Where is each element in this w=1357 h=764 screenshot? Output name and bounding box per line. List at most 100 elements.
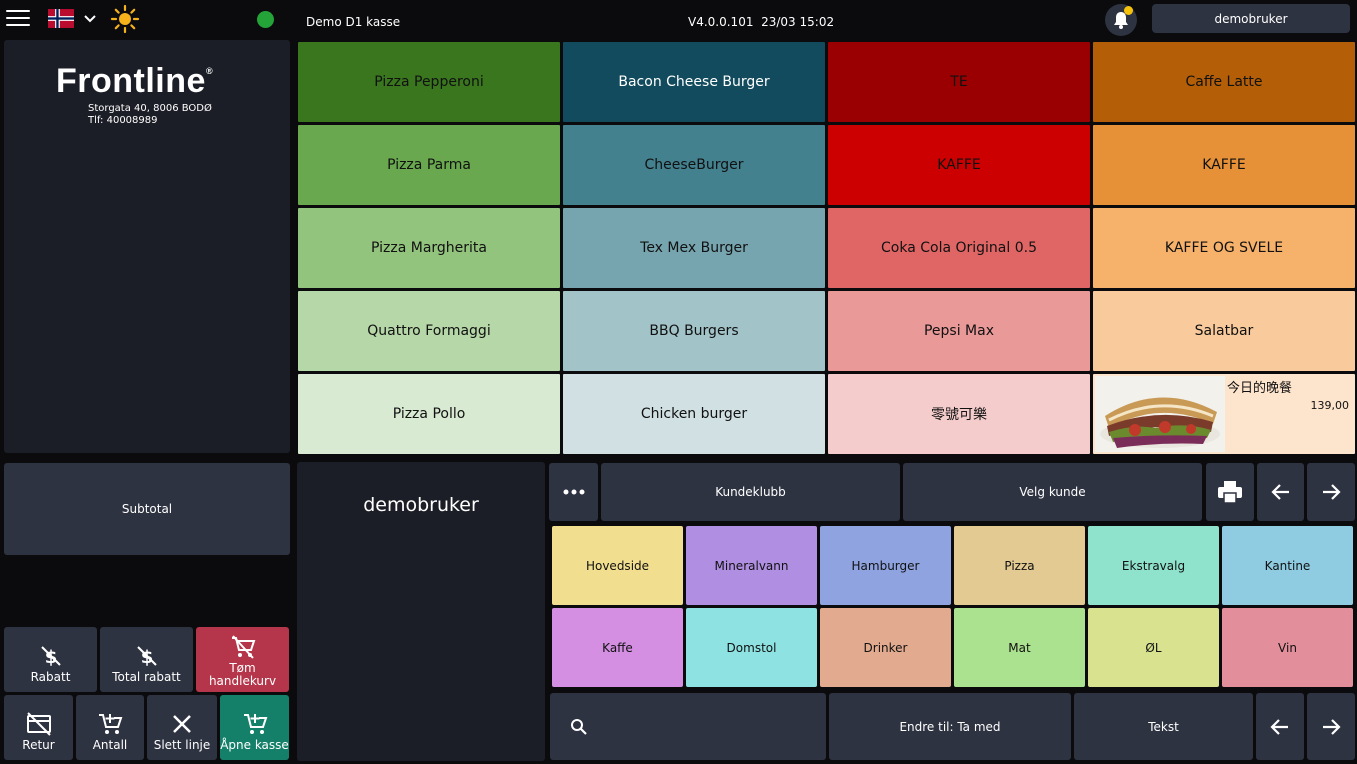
category-tile[interactable]: Vin <box>1222 608 1353 687</box>
norway-flag-icon[interactable] <box>48 9 74 28</box>
select-customer-button[interactable]: Velg kunde <box>903 463 1202 521</box>
product-tile[interactable]: Salatbar <box>1093 291 1355 371</box>
product-tile[interactable]: Pizza Parma <box>298 125 560 205</box>
category-tile[interactable]: Hamburger <box>820 526 951 605</box>
slett-linje-button[interactable]: Slett linje <box>147 695 217 760</box>
version-datetime: V4.0.0.101 23/03 15:02 <box>688 15 834 29</box>
product-tile[interactable]: Caffe Latte <box>1093 42 1355 122</box>
notification-badge <box>1124 6 1133 15</box>
product-tile[interactable]: KAFFE <box>828 125 1090 205</box>
category-tile[interactable]: Mat <box>954 608 1085 687</box>
product-label: Pepsi Max <box>923 323 995 339</box>
search-button[interactable] <box>550 693 826 760</box>
total-rabatt-label: Total rabatt <box>112 670 181 684</box>
product-tile[interactable]: Coka Cola Original 0.5 <box>828 208 1090 288</box>
open-drawer-label: Åpne kasse <box>220 738 289 752</box>
kebab-dish-image <box>1095 376 1225 452</box>
sun-icon[interactable] <box>110 4 140 34</box>
total-rabatt-button[interactable]: $ Total rabatt <box>100 627 193 692</box>
antall-label: Antall <box>92 738 128 752</box>
product-tile[interactable]: Pizza Margherita <box>298 208 560 288</box>
svg-text:$: $ <box>44 647 57 668</box>
category-tile[interactable]: Pizza <box>954 526 1085 605</box>
category-tile[interactable]: Hovedside <box>552 526 683 605</box>
close-icon <box>173 715 191 733</box>
open-drawer-button[interactable]: Åpne kasse <box>220 695 289 760</box>
more-options-button[interactable] <box>549 463 598 521</box>
category-tile[interactable]: ØL <box>1088 608 1219 687</box>
subtotal-button[interactable]: Subtotal <box>4 463 290 555</box>
hamburger-menu-icon[interactable] <box>6 10 30 28</box>
user-menu-button[interactable]: demobruker <box>1152 4 1350 33</box>
empty-cart-label: Tøm handlekurv <box>208 661 277 688</box>
antall-button[interactable]: Antall <box>76 695 144 760</box>
company-address: Storgata 40, 8006 BODØ Tlf: 40008989 <box>88 103 212 127</box>
category-tile[interactable]: Kaffe <box>552 608 683 687</box>
version-label: V4.0.0.101 <box>688 15 754 29</box>
active-user-name: demobruker <box>363 494 479 516</box>
product-tile[interactable]: Pizza Pollo <box>298 374 560 454</box>
arrow-left-icon <box>1270 718 1288 735</box>
kundeklubb-button[interactable]: Kundeklubb <box>601 463 900 521</box>
category-tile[interactable]: Kantine <box>1222 526 1353 605</box>
product-label: Chicken burger <box>640 406 748 422</box>
change-to-takeaway-button[interactable]: Endre til: Ta med <box>829 693 1071 760</box>
arrow-right-icon <box>1323 484 1341 500</box>
product-tile[interactable]: KAFFE <box>1093 125 1355 205</box>
product-tile[interactable]: Pepsi Max <box>828 291 1090 371</box>
product-tile[interactable]: CheeseBurger <box>563 125 825 205</box>
category-tile[interactable]: Mineralvann <box>686 526 817 605</box>
datetime-label: 23/03 15:02 <box>761 15 835 29</box>
product-label: Pizza Parma <box>387 157 471 173</box>
active-user-panel: demobruker <box>297 462 545 761</box>
product-price: 139,00 <box>1310 399 1350 412</box>
top-bar: Demo D1 kasse V4.0.0.101 23/03 15:02 dem… <box>0 0 1357 38</box>
product-label: Pizza Pollo <box>392 406 466 422</box>
shop-name: Demo D1 kasse <box>306 15 401 29</box>
text-button[interactable]: Tekst <box>1074 693 1253 760</box>
discount-icon: $ <box>40 646 61 668</box>
category-next-button[interactable] <box>1307 693 1355 760</box>
product-tile-with-image[interactable]: 今日的晚餐 139,00 <box>1093 374 1355 454</box>
product-tile[interactable]: Pizza Pepperoni <box>298 42 560 122</box>
bell-icon <box>1114 12 1128 29</box>
product-label: KAFFE <box>937 157 981 173</box>
product-tile[interactable]: KAFFE OG SVELE <box>1093 208 1355 288</box>
receipt-panel: Frontline® Storgata 40, 8006 BODØ Tlf: 4… <box>4 40 290 453</box>
notifications-button[interactable] <box>1105 4 1137 36</box>
print-button[interactable] <box>1206 463 1254 521</box>
next-page-button[interactable] <box>1307 463 1355 521</box>
category-tile[interactable]: Drinker <box>820 608 951 687</box>
retur-label: Retur <box>22 738 55 752</box>
product-tile[interactable]: Bacon Cheese Burger <box>563 42 825 122</box>
rabatt-label: Rabatt <box>30 670 71 684</box>
rabatt-button[interactable]: $ Rabatt <box>4 627 97 692</box>
product-tile[interactable]: Quattro Formaggi <box>298 291 560 371</box>
product-label: KAFFE OG SVELE <box>1164 240 1284 256</box>
product-tile[interactable]: TE <box>828 42 1090 122</box>
printer-icon <box>1218 481 1242 504</box>
ellipsis-icon <box>563 489 584 495</box>
product-label: BBQ Burgers <box>649 323 739 339</box>
product-tile[interactable]: Chicken burger <box>563 374 825 454</box>
category-tile[interactable]: Domstol <box>686 608 817 687</box>
chevron-down-icon[interactable] <box>82 10 98 26</box>
category-previous-button[interactable] <box>1256 693 1304 760</box>
previous-page-button[interactable] <box>1257 463 1304 521</box>
retur-button[interactable]: Retur <box>4 695 73 760</box>
empty-cart-button[interactable]: Tøm handlekurv <box>196 627 289 692</box>
category-tile[interactable]: Ekstravalg <box>1088 526 1219 605</box>
connection-status-indicator <box>257 11 274 28</box>
product-tile[interactable]: 零號可樂 <box>828 374 1090 454</box>
return-icon <box>26 712 51 736</box>
product-tile[interactable]: BBQ Burgers <box>563 291 825 371</box>
remove-cart-icon <box>231 635 255 659</box>
address-line: Storgata 40, 8006 BODØ <box>88 103 212 114</box>
product-tile[interactable]: Tex Mex Burger <box>563 208 825 288</box>
arrow-right-icon <box>1323 718 1341 735</box>
product-label: Coka Cola Original 0.5 <box>881 240 1037 256</box>
product-label: Tex Mex Burger <box>640 240 748 256</box>
product-label: Pizza Pepperoni <box>374 74 484 90</box>
product-label: Caffe Latte <box>1185 74 1263 90</box>
add-to-cart-icon <box>99 714 123 734</box>
